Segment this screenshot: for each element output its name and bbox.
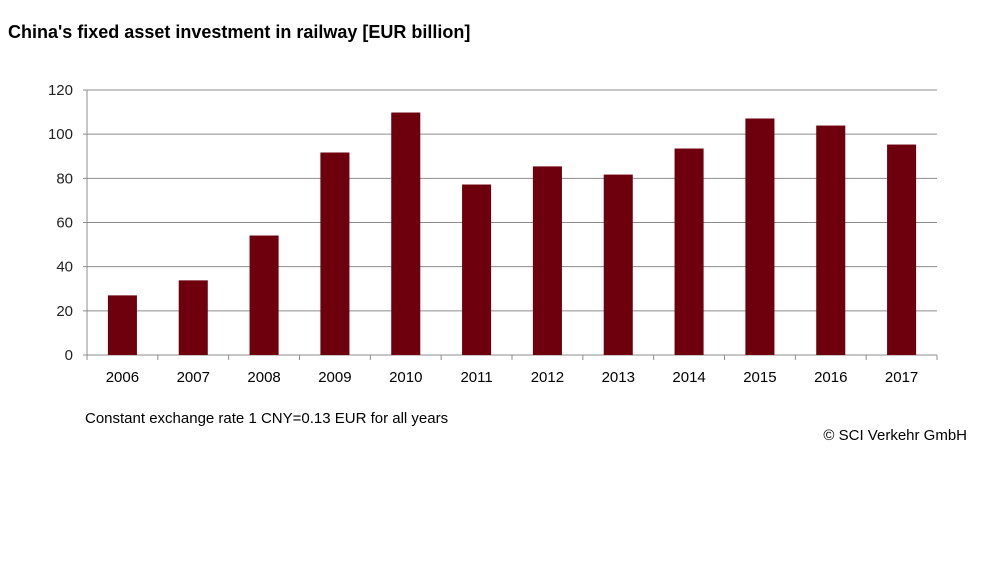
chart-title: China's fixed asset investment in railwa… [8, 22, 471, 42]
y-tick-label: 20 [56, 303, 73, 320]
x-tick-label: 2009 [318, 369, 351, 386]
bar-2011 [462, 184, 492, 355]
bar-2017 [887, 144, 917, 355]
x-tick-label: 2008 [247, 369, 280, 386]
y-tick-label: 80 [56, 170, 73, 187]
y-tick-label: 60 [56, 215, 73, 232]
x-tick-label: 2016 [814, 369, 847, 386]
copyright-source: © SCI Verkehr GmbH [823, 427, 967, 444]
x-tick-label: 2006 [106, 369, 139, 386]
bar-2008 [249, 235, 279, 355]
y-tick-label: 40 [56, 259, 73, 276]
bar-2007 [178, 280, 208, 355]
bar-2016 [816, 125, 846, 355]
y-tick-label: 100 [48, 126, 73, 143]
x-tick-label: 2013 [602, 369, 635, 386]
bar-2013 [603, 174, 633, 355]
x-tick-label: 2012 [531, 369, 564, 386]
x-tick-label: 2011 [460, 369, 492, 386]
x-tick-label: 2017 [885, 369, 918, 386]
x-tick-label: 2007 [177, 369, 210, 386]
y-tick-label: 120 [48, 82, 73, 99]
x-tick-label: 2015 [743, 369, 776, 386]
bar-2015 [745, 118, 775, 355]
x-tick-label: 2010 [389, 369, 422, 386]
x-tick-label: 2014 [672, 369, 705, 386]
bar-2009 [320, 152, 350, 355]
bar-2012 [532, 166, 562, 355]
bar-2014 [674, 148, 704, 355]
bar-2006 [107, 295, 137, 355]
y-tick-label: 0 [65, 347, 73, 364]
bar-2010 [391, 112, 421, 356]
exchange-rate-note: Constant exchange rate 1 CNY=0.13 EUR fo… [85, 410, 449, 427]
